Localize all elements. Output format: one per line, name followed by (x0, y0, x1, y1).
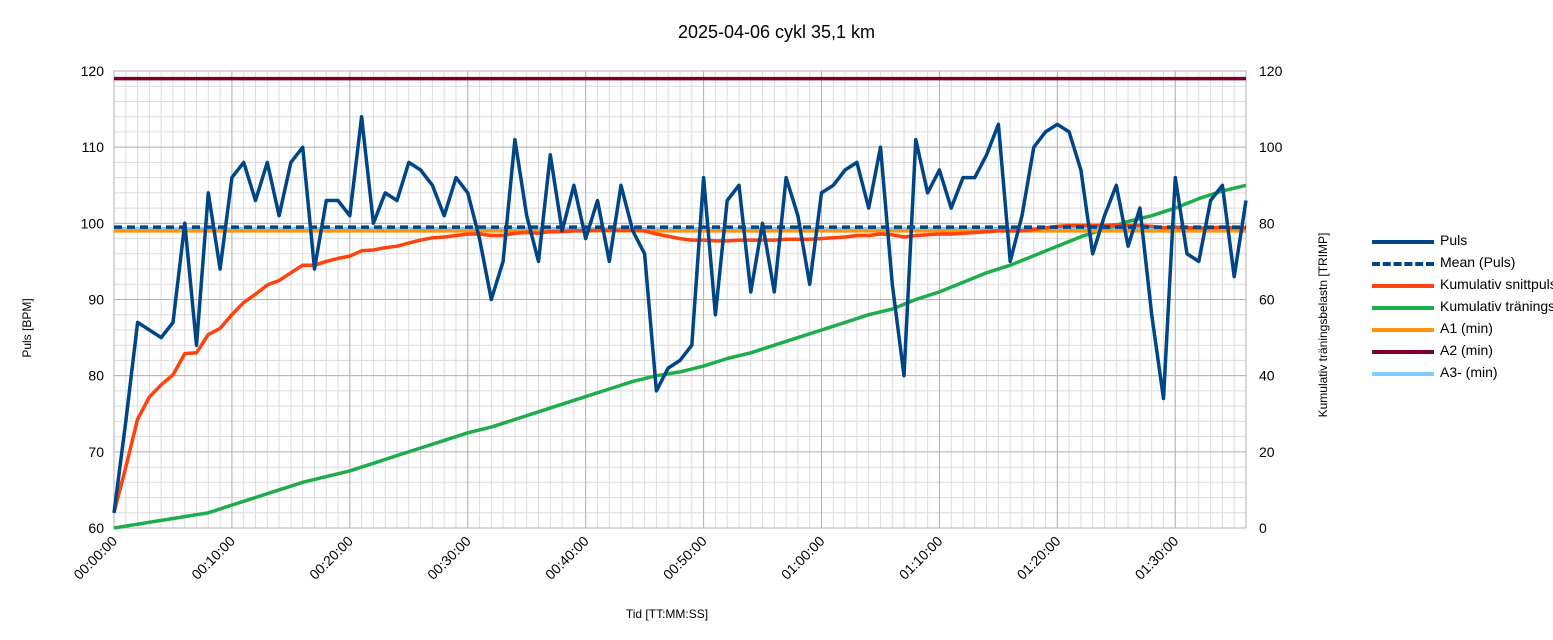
x-tick-label: 01:10:00 (896, 533, 946, 583)
legend: Puls Mean (Puls) Kumulativ snittpuls Kumula… (1372, 232, 1553, 386)
y-right-tick-label: 120 (1259, 63, 1283, 79)
legend-swatch (1372, 284, 1434, 288)
x-tick-label: 00:50:00 (660, 533, 710, 583)
legend-swatch (1372, 240, 1434, 244)
legend-item: A2 (min) (1372, 342, 1553, 362)
legend-label: Kumulativ träningsbelastn (1440, 298, 1553, 314)
legend-item: Puls (1372, 232, 1553, 252)
legend-label: A1 (min) (1440, 320, 1493, 336)
y-right-tick-label: 20 (1259, 444, 1275, 460)
y-left-tick-label: 70 (88, 444, 104, 460)
x-tick-label: 00:00:00 (70, 533, 120, 583)
y-left-tick-label: 110 (82, 139, 105, 155)
legend-item: A3- (min) (1372, 364, 1553, 384)
y-right-tick-label: 40 (1259, 368, 1275, 384)
legend-label: A2 (min) (1440, 342, 1493, 358)
legend-swatch (1372, 306, 1434, 310)
y-right-tick-label: 80 (1259, 215, 1275, 231)
plot-frame (113, 70, 1247, 529)
y-left-tick-label: 100 (81, 215, 105, 231)
series-layer (112, 76, 1248, 530)
y-left-tick-label: 60 (88, 520, 104, 536)
legend-item: Mean (Puls) (1372, 254, 1553, 274)
y-axis-left-label: Puls [BPM] (20, 298, 34, 357)
y-right-tick-label: 0 (1259, 520, 1267, 536)
left-axis-ticks: 60 70 80 90 100 110 120 (81, 63, 105, 536)
legend-swatch (1372, 350, 1434, 354)
chart-title: 2025-04-06 cykl 35,1 km (677, 22, 876, 42)
x-tick-label: 01:00:00 (778, 533, 828, 583)
x-tick-label: 00:40:00 (542, 533, 592, 583)
legend-swatch (1372, 372, 1434, 376)
major-gridlines (113, 70, 1247, 529)
legend-swatch (1372, 262, 1434, 266)
legend-label: A3- (min) (1440, 364, 1498, 380)
x-tick-label: 01:20:00 (1014, 533, 1064, 583)
x-tick-label: 00:30:00 (424, 533, 474, 583)
series-line-puls (112, 114, 1248, 514)
x-tick-label: 00:10:00 (188, 533, 238, 583)
legend-item: Kumulativ träningsbelastn (1372, 298, 1553, 318)
x-tick-label: 00:20:00 (306, 533, 356, 583)
x-axis-ticks: 00:00:00 00:10:00 00:20:00 00:30:00 00:40:00… (70, 533, 1181, 583)
legend-label: Puls (1440, 232, 1468, 248)
legend-swatch (1372, 328, 1434, 332)
y-left-tick-label: 90 (88, 292, 104, 308)
right-axis-ticks: 0 20 40 60 80 100 120 (1259, 63, 1283, 536)
legend-label: Kumulativ snittpuls (1440, 276, 1553, 292)
y-right-tick-label: 100 (1259, 139, 1283, 155)
legend-label: Mean (Puls) (1440, 254, 1516, 270)
y-axis-right-label: Kumulativ träningsbelastn [TRIMP] (1316, 233, 1330, 418)
x-axis-label: Tid [TT:MM:SS] (626, 607, 708, 621)
y-left-tick-label: 80 (88, 368, 104, 384)
legend-item: A1 (min) (1372, 320, 1553, 340)
x-tick-label: 01:30:00 (1132, 533, 1182, 583)
legend-item: Kumulativ snittpuls (1372, 276, 1553, 296)
y-left-tick-label: 120 (81, 63, 105, 79)
y-right-tick-label: 60 (1259, 292, 1275, 308)
